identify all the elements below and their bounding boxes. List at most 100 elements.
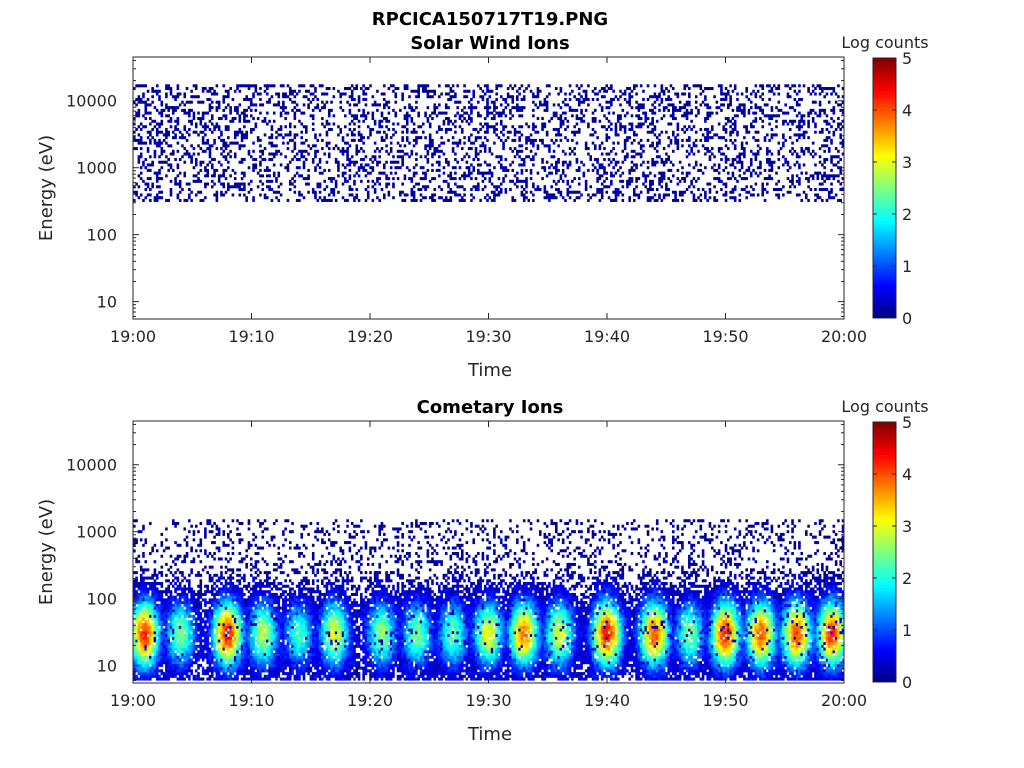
heatmap-cell: [171, 652, 175, 657]
heatmap-cell: [405, 87, 409, 91]
heatmap-cell: [612, 174, 615, 178]
heatmap-cell: [222, 182, 226, 186]
heatmap-cell: [779, 108, 783, 112]
heatmap-cell: [566, 138, 570, 142]
heatmap-cell: [268, 174, 271, 178]
heatmap-cell: [697, 188, 700, 192]
heatmap-cell: [272, 174, 276, 178]
heatmap-cell: [243, 119, 246, 123]
heatmap-cell: [135, 97, 138, 101]
heatmap-cell: [582, 163, 586, 167]
heatmap-cell: [153, 573, 157, 577]
heatmap-cell: [199, 168, 203, 172]
heatmap-cell: [444, 157, 448, 162]
heatmap-cell: [311, 160, 315, 164]
heatmap-cell: [504, 100, 508, 104]
heatmap-cell: [192, 661, 196, 665]
panel-title: Solar Wind Ions: [410, 33, 569, 54]
heatmap-cell: [541, 177, 544, 181]
heatmap-cell: [415, 136, 418, 140]
heatmap-cell: [337, 174, 340, 178]
heatmap-cell: [201, 631, 205, 635]
heatmap-cell: [660, 89, 664, 93]
heatmap-cell: [169, 554, 173, 558]
heatmap-cell: [653, 125, 657, 129]
heatmap-cell: [185, 631, 189, 635]
heatmap-cell: [305, 127, 308, 131]
heatmap-cell: [827, 122, 831, 126]
heatmap-cell: [688, 136, 691, 140]
heatmap-cell: [522, 196, 526, 200]
heatmap-cell: [210, 144, 214, 148]
heatmap-cell: [818, 196, 822, 200]
heatmap-cell: [410, 89, 414, 93]
heatmap-cell: [176, 141, 180, 145]
heatmap-cell: [151, 658, 154, 662]
colorbar-segment: [873, 204, 896, 208]
heatmap-cell: [614, 160, 618, 164]
heatmap-cell: [233, 108, 237, 112]
heatmap-cell: [830, 108, 833, 112]
heatmap-cell: [594, 87, 597, 91]
heatmap-cell: [667, 103, 670, 107]
heatmap-cell: [481, 97, 485, 101]
heatmap-cell: [626, 185, 629, 189]
heatmap-cell: [199, 595, 203, 599]
heatmap-cell: [451, 89, 455, 93]
heatmap-cell: [220, 138, 223, 142]
heatmap-cell: [557, 127, 560, 131]
heatmap-cell: [204, 125, 207, 129]
heatmap-cell: [174, 661, 177, 665]
heatmap-cell: [754, 171, 758, 175]
heatmap-cell: [747, 108, 751, 112]
heatmap-cell: [353, 174, 356, 178]
heatmap-cell: [431, 163, 434, 167]
heatmap-cell: [176, 636, 180, 640]
heatmap-cell: [169, 190, 173, 194]
heatmap-cell: [791, 182, 794, 186]
heatmap-cell: [240, 130, 244, 134]
heatmap-cell: [823, 138, 826, 142]
heatmap-cell: [667, 177, 670, 181]
heatmap-cell: [192, 532, 196, 536]
heatmap-cell: [213, 174, 216, 178]
heatmap-cell: [782, 163, 785, 167]
heatmap-cell: [139, 631, 143, 635]
heatmap-cell: [194, 84, 198, 88]
heatmap-cell: [268, 179, 271, 183]
heatmap-cell: [589, 155, 593, 159]
heatmap-cell: [178, 658, 182, 662]
heatmap-cell: [575, 114, 579, 118]
heatmap-cell: [259, 155, 262, 159]
heatmap-cell: [543, 103, 547, 107]
heatmap-cell: [160, 609, 164, 613]
heatmap-cell: [775, 171, 778, 175]
heatmap-cell: [339, 127, 343, 131]
heatmap-cell: [355, 87, 359, 91]
heatmap-cell: [238, 182, 242, 186]
heatmap-cell: [144, 639, 148, 643]
heatmap-cell: [509, 117, 512, 121]
heatmap-cell: [766, 114, 769, 118]
heatmap-cell: [745, 196, 748, 200]
heatmap-cell: [577, 177, 581, 181]
heatmap-cell: [199, 625, 203, 629]
heatmap-cell: [419, 188, 423, 192]
heatmap-cell: [710, 125, 714, 129]
heatmap-cell: [555, 87, 558, 91]
heatmap-cell: [795, 125, 799, 129]
heatmap-cell: [678, 108, 682, 112]
heatmap-cell: [165, 633, 168, 637]
heatmap-cell: [669, 179, 673, 183]
heatmap-cell: [736, 179, 739, 183]
heatmap-cell: [139, 122, 143, 126]
heatmap-cell: [639, 106, 643, 110]
heatmap-cell: [834, 163, 838, 167]
heatmap-cell: [646, 84, 650, 88]
heatmap-cell: [594, 108, 597, 112]
y-tick-label: 1000: [76, 159, 117, 178]
heatmap-cell: [518, 108, 521, 112]
heatmap-cell: [632, 168, 636, 172]
heatmap-cell: [249, 84, 253, 88]
heatmap-cell: [559, 177, 563, 181]
